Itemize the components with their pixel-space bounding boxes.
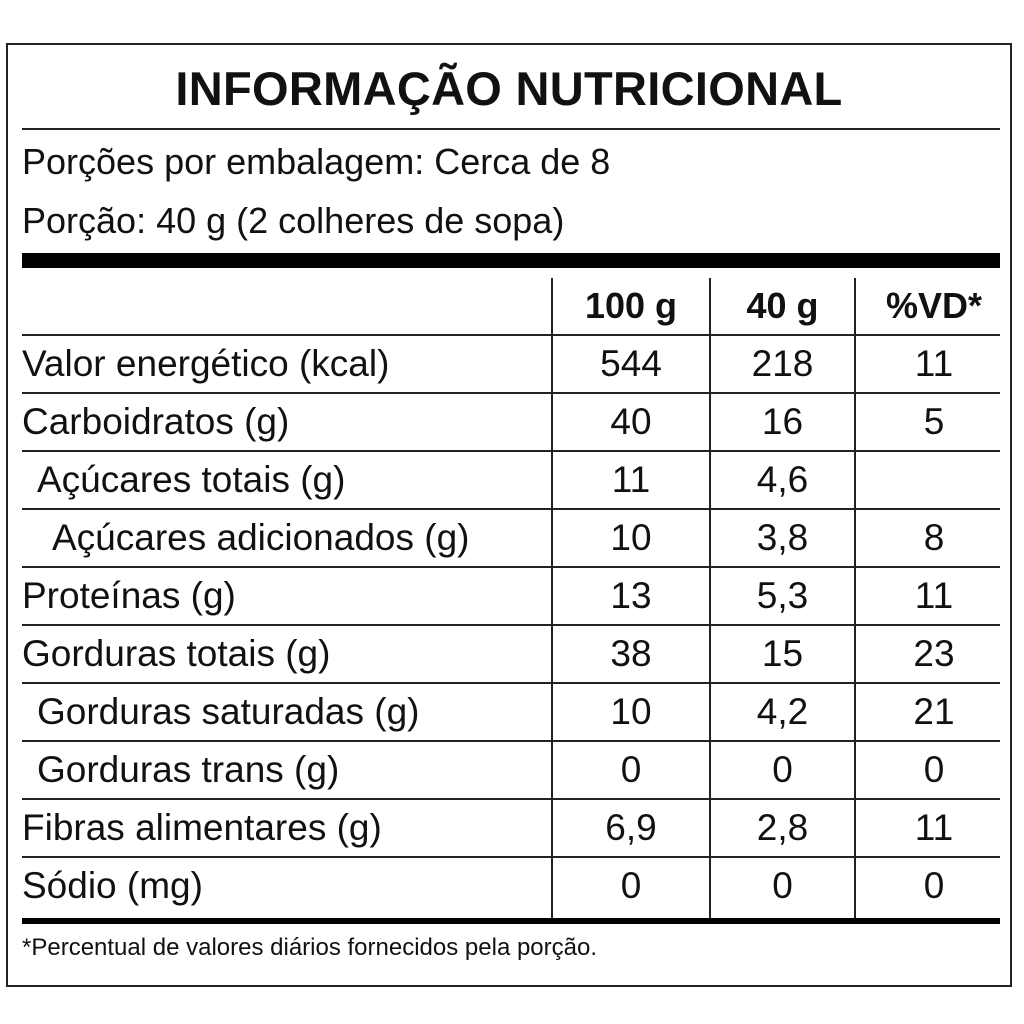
value-daily-percent: 11 [914, 575, 954, 616]
nutrient-name: Fibras alimentares (g) [22, 807, 382, 848]
value-per-portion: 0 [772, 749, 793, 790]
table-row: Fibras alimentares (g) 6,9 2,8 11 [22, 800, 1000, 858]
value-daily-percent: 21 [913, 691, 955, 732]
value-per-portion: 218 [751, 343, 814, 384]
table-row: Açúcares totais (g) 11 4,6 [22, 452, 1000, 510]
value-per-portion: 16 [761, 401, 804, 442]
nutrient-name: Proteínas (g) [22, 575, 236, 616]
table-row: Sódio (mg) 0 0 0 [22, 858, 1000, 916]
value-daily-percent: 23 [913, 633, 955, 674]
bottom-divider [22, 918, 1000, 924]
nutrient-name: Açúcares adicionados (g) [52, 517, 470, 558]
value-daily-percent: 5 [923, 401, 945, 442]
nutrition-table: 100 g 40 g %VD* Valor energético (kcal) … [22, 278, 1000, 920]
value-per-100g: 38 [610, 633, 652, 674]
column-divider [854, 278, 856, 920]
value-per-portion: 4,2 [756, 691, 809, 732]
value-daily-percent: 11 [914, 807, 954, 848]
value-per-100g: 0 [620, 749, 642, 790]
title-divider [22, 128, 1000, 130]
nutrient-name: Gorduras totais (g) [22, 633, 331, 674]
nutrient-name: Carboidratos (g) [22, 401, 290, 442]
value-per-100g: 11 [611, 459, 651, 500]
footnote: *Percentual de valores diários fornecido… [22, 934, 598, 961]
nutrient-name: Gorduras trans (g) [37, 749, 340, 790]
table-header-row: 100 g 40 g %VD* [22, 278, 1000, 336]
table-row: Carboidratos (g) 40 16 5 [22, 394, 1000, 452]
value-per-100g: 40 [610, 401, 652, 442]
value-per-100g: 6,9 [605, 807, 657, 848]
table-row: Gorduras totais (g) 38 15 23 [22, 626, 1000, 684]
servings-per-package: Porções por embalagem: Cerca de 8 [22, 141, 611, 182]
value-per-portion: 4,6 [756, 459, 809, 500]
value-daily-percent [856, 452, 1012, 508]
value-per-portion: 3,8 [756, 517, 809, 558]
nutrient-name: Açúcares totais (g) [37, 459, 346, 500]
value-daily-percent: 0 [923, 865, 945, 906]
header-per-100g: 100 g [584, 285, 678, 326]
table-row: Gorduras saturadas (g) 10 4,2 21 [22, 684, 1000, 742]
serving-size: Porção: 40 g (2 colheres de sopa) [22, 200, 565, 241]
nutrient-name: Sódio (mg) [22, 865, 203, 906]
table-row: Valor energético (kcal) 544 218 11 [22, 336, 1000, 394]
value-per-100g: 10 [610, 517, 652, 558]
value-per-portion: 2,8 [756, 807, 809, 848]
value-daily-percent: 11 [914, 343, 954, 384]
value-per-100g: 10 [610, 691, 652, 732]
nutrient-name: Valor energético (kcal) [22, 343, 390, 384]
nutrient-name: Gorduras saturadas (g) [37, 691, 420, 732]
column-divider [709, 278, 711, 920]
label-title: INFORMAÇÃO NUTRICIONAL [175, 61, 843, 115]
value-daily-percent: 8 [923, 517, 945, 558]
value-per-100g: 544 [600, 343, 662, 384]
column-divider [551, 278, 553, 920]
value-per-100g: 13 [610, 575, 652, 616]
table-row: Proteínas (g) 13 5,3 11 [22, 568, 1000, 626]
table-row: Gorduras trans (g) 0 0 0 [22, 742, 1000, 800]
header-daily-value: %VD* [885, 285, 983, 326]
header-blank-cell [22, 278, 552, 334]
value-per-portion: 0 [772, 865, 793, 906]
nutrition-facts-label: INFORMAÇÃO NUTRICIONAL Porções por embal… [6, 43, 1012, 987]
table-row: Açúcares adicionados (g) 10 3,8 8 [22, 510, 1000, 568]
value-per-portion: 15 [761, 633, 804, 674]
header-per-portion: 40 g [746, 285, 819, 326]
value-per-portion: 5,3 [756, 575, 809, 616]
thick-divider [22, 253, 1000, 268]
value-daily-percent: 0 [923, 749, 945, 790]
value-per-100g: 0 [620, 865, 642, 906]
